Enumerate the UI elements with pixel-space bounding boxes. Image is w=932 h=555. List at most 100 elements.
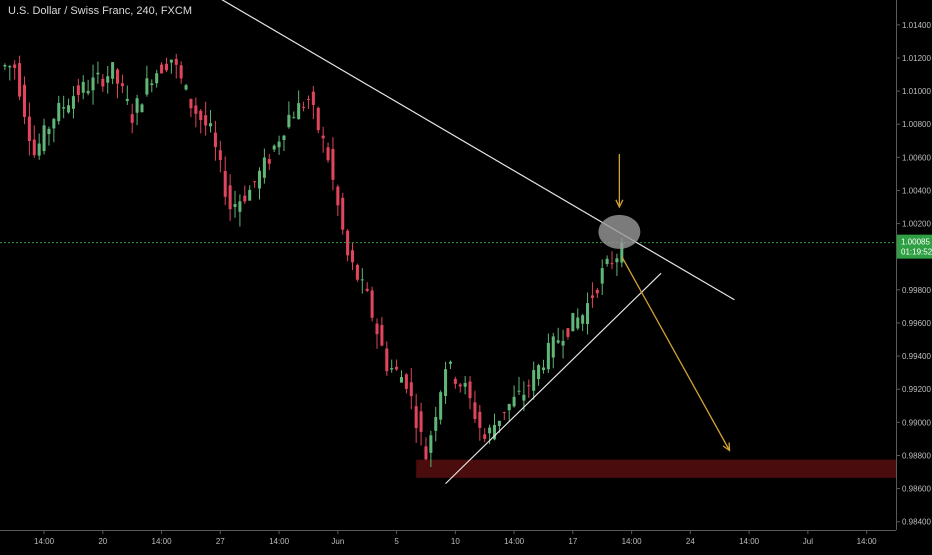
candle-bear bbox=[502, 412, 506, 414]
candle-bull bbox=[497, 420, 501, 427]
x-tick-label: 17 bbox=[568, 537, 577, 546]
candle-bull bbox=[571, 313, 575, 332]
candle-bear bbox=[76, 85, 80, 95]
candle-bear bbox=[267, 159, 271, 164]
candle-bull bbox=[42, 125, 46, 152]
candle-bull bbox=[86, 90, 90, 94]
candle-bull bbox=[297, 103, 301, 120]
candle-bear bbox=[32, 139, 36, 156]
candle-bull bbox=[8, 66, 12, 68]
candle-bear bbox=[346, 230, 350, 256]
x-tick-label: 14:00 bbox=[622, 537, 643, 546]
candle-bull bbox=[282, 135, 286, 141]
candle-bull bbox=[62, 107, 66, 109]
candle-bull bbox=[3, 65, 7, 67]
touch-highlight-circle bbox=[598, 214, 641, 249]
x-tick-label: 14:00 bbox=[152, 537, 173, 546]
candle-bear bbox=[194, 105, 198, 114]
candle-bull bbox=[81, 81, 85, 93]
candle-bear bbox=[380, 324, 384, 346]
candle-bear bbox=[253, 181, 257, 183]
candle-bull bbox=[52, 118, 56, 129]
y-tick-label: 0.98400 bbox=[902, 518, 931, 527]
candle-bear bbox=[385, 348, 389, 372]
candle-bear bbox=[331, 148, 335, 180]
candle-bull bbox=[47, 128, 51, 135]
candle-bear bbox=[409, 382, 413, 397]
candle-bear bbox=[404, 374, 408, 389]
candle-bull bbox=[507, 403, 511, 411]
candle-bear bbox=[218, 150, 222, 161]
candle-bear bbox=[316, 107, 320, 131]
candle-bull bbox=[522, 394, 526, 401]
candle-bear bbox=[13, 64, 17, 69]
x-tick-label: 14:00 bbox=[739, 537, 760, 546]
candle-bull bbox=[600, 268, 604, 284]
candles bbox=[3, 53, 624, 468]
price-badge-countdown: 01:19:52 bbox=[901, 248, 932, 257]
candle-bull bbox=[71, 96, 75, 109]
x-tick-label: 14:00 bbox=[857, 537, 878, 546]
candle-bear bbox=[204, 115, 208, 126]
candle-bull bbox=[277, 141, 281, 148]
drawings bbox=[0, 0, 896, 485]
candle-bull bbox=[463, 382, 467, 387]
candle-bear bbox=[370, 290, 374, 318]
candle-bear bbox=[341, 197, 345, 230]
down-arrow-head bbox=[615, 199, 624, 209]
y-tick-label: 0.99800 bbox=[902, 286, 931, 295]
candle-bull bbox=[37, 143, 41, 156]
projection-arrow bbox=[621, 256, 731, 451]
candle-bear bbox=[527, 385, 531, 387]
candle-bull bbox=[209, 123, 213, 127]
candle-bull bbox=[586, 303, 590, 325]
candle-bull bbox=[184, 85, 188, 90]
candle-bull bbox=[488, 427, 492, 434]
resistance-trendline bbox=[221, 0, 735, 301]
candle-bull bbox=[145, 78, 149, 95]
candle-bear bbox=[130, 114, 134, 123]
y-tick-label: 0.99200 bbox=[902, 385, 931, 394]
y-tick-label: 1.00400 bbox=[902, 186, 931, 195]
x-tick-label: Jul bbox=[803, 537, 813, 546]
y-tick-label: 0.99400 bbox=[902, 352, 931, 361]
candle-bull bbox=[537, 365, 541, 380]
candle-bear bbox=[213, 132, 217, 148]
candle-bear bbox=[375, 323, 379, 335]
candle-bull bbox=[257, 170, 262, 189]
candle-bull bbox=[287, 114, 291, 128]
support-zone-layer bbox=[416, 459, 896, 478]
candle-bull bbox=[67, 105, 71, 113]
candle-bull bbox=[512, 396, 516, 407]
y-tick-label: 1.00200 bbox=[902, 220, 931, 229]
candle-bear bbox=[473, 402, 477, 420]
candle-bull bbox=[96, 72, 100, 75]
y-tick-label: 0.99600 bbox=[902, 319, 931, 328]
candle-bull bbox=[492, 424, 497, 440]
candle-bear bbox=[595, 289, 599, 294]
candle-bull bbox=[448, 361, 452, 364]
x-tick-label: 24 bbox=[686, 537, 695, 546]
candle-bear bbox=[351, 250, 355, 263]
candle-bull bbox=[140, 104, 144, 113]
candle-bear bbox=[419, 411, 423, 432]
candle-bear bbox=[27, 116, 31, 142]
candle-bull bbox=[125, 98, 129, 102]
candle-bear bbox=[179, 65, 183, 79]
candle-bear bbox=[101, 78, 105, 87]
candle-bull bbox=[605, 258, 609, 264]
candle-bear bbox=[590, 295, 594, 298]
candle-bear bbox=[355, 264, 359, 280]
projection-arrow-head bbox=[722, 442, 731, 452]
candle-bear bbox=[115, 69, 120, 84]
x-tick-label: 14:00 bbox=[504, 537, 525, 546]
y-tick-label: 1.01400 bbox=[902, 21, 931, 30]
candle-bear bbox=[164, 63, 168, 71]
candle-bull bbox=[390, 368, 394, 370]
candle-bull bbox=[429, 435, 433, 453]
candle-bull bbox=[399, 377, 404, 383]
candle-bear bbox=[243, 195, 247, 202]
